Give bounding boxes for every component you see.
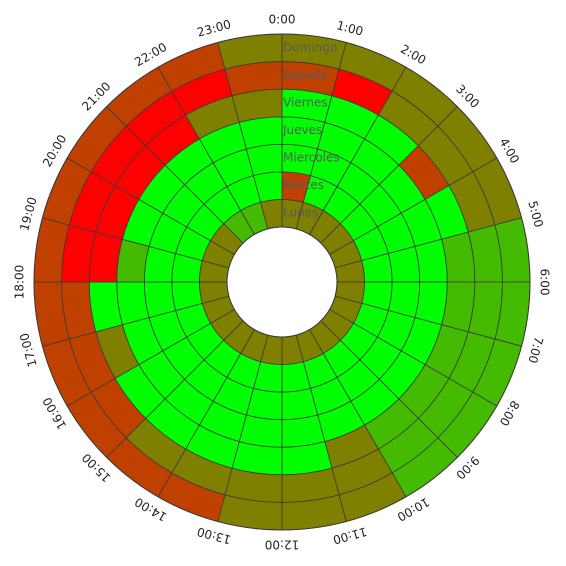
- heatmap-cell-jueves-23: [238, 116, 283, 150]
- hour-label-23: 23:00: [196, 17, 233, 39]
- hour-label-12: 12:00: [265, 538, 300, 552]
- hour-label-4: 4:00: [497, 136, 523, 166]
- day-label-domingo: Domingo: [283, 40, 337, 54]
- day-label-viernes: Viernes: [283, 95, 328, 109]
- hour-label-8: 8:00: [497, 398, 523, 428]
- heatmap-cell-jueves-17: [116, 281, 150, 326]
- heatmap-cell-jueves-6: [414, 281, 448, 326]
- day-label-sabado: Sabado: [283, 68, 328, 82]
- day-label-miercoles: Miercoles: [283, 151, 340, 165]
- heatmap-cell-jueves-18: [116, 238, 150, 283]
- hour-label-11: 11:00: [331, 524, 368, 546]
- hour-label-13: 13:00: [196, 524, 233, 546]
- day-label-lunes: Lunes: [283, 206, 318, 220]
- hour-label-17: 17:00: [17, 331, 39, 368]
- hour-label-1: 1:00: [335, 18, 365, 38]
- hour-label-7: 7:00: [525, 335, 545, 365]
- hour-label-6: 6:00: [538, 269, 552, 296]
- hour-label-19: 19:00: [17, 196, 39, 233]
- hour-label-0: 0:00: [269, 13, 296, 27]
- hour-label-5: 5:00: [525, 199, 545, 229]
- outer-outline: [33, 33, 531, 531]
- heatmap-cell-jueves-11: [281, 414, 326, 448]
- day-label-jueves: Jueves: [282, 123, 322, 137]
- hour-label-2: 2:00: [398, 42, 428, 68]
- hour-label-18: 18:00: [13, 265, 27, 300]
- heatmap-cell-jueves-5: [414, 238, 448, 283]
- heatmap-cell-jueves-12: [238, 414, 283, 448]
- inner-outline: [226, 226, 338, 338]
- day-label-martes: Martes: [283, 178, 324, 192]
